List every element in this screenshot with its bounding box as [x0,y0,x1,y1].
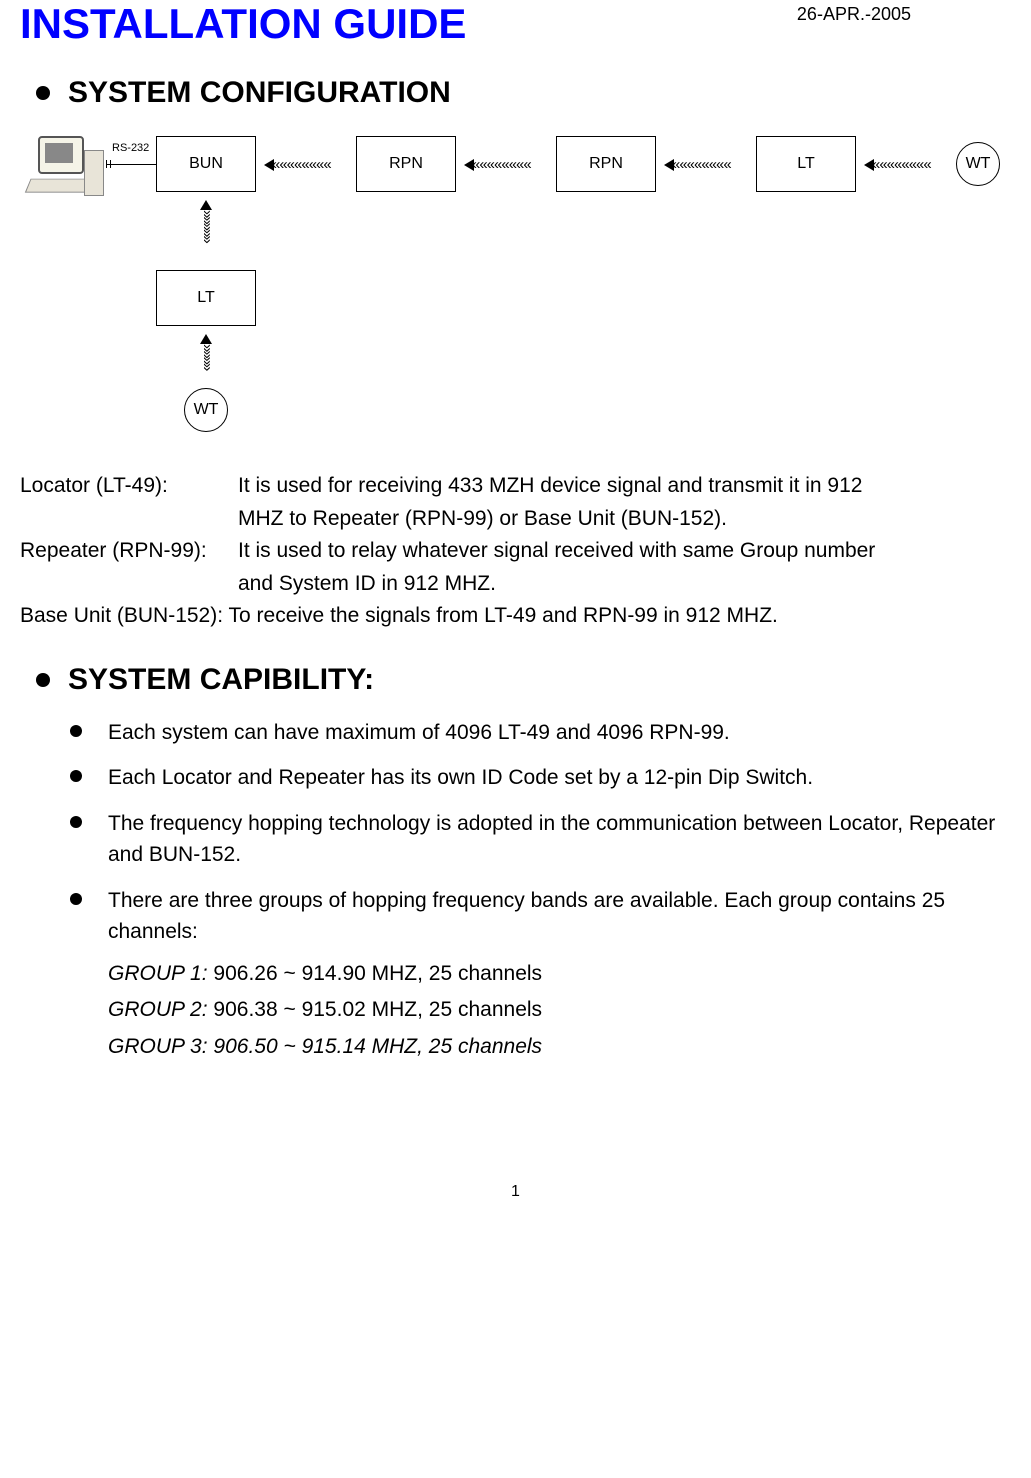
capability-item-text: Each Locator and Repeater has its own ID… [108,762,1011,794]
node-bun: BUN [156,136,256,192]
def-repeater: Repeater (RPN-99): It is used to relay w… [20,535,1011,568]
arrow-rpn-rpn: «««««««« [464,156,550,173]
page-number: 1 [20,1183,1011,1201]
bullet-icon [36,673,50,687]
section-config-text: SYSTEM CONFIGURATION [68,76,451,110]
computer-icon [26,136,106,206]
bullet-icon [36,86,50,100]
capability-item-text: The frequency hopping technology is adop… [108,808,1011,871]
node-lt-bottom: LT [156,270,256,326]
capability-list: Each system can have maximum of 4096 LT-… [20,717,1011,948]
group-2: GROUP 2: 906.38 ~ 915.02 MHZ, 25 channel… [108,994,1011,1027]
arrow-lt-wt: «««««««« [864,156,950,173]
rs232-line [106,164,156,165]
bullet-icon [70,893,82,905]
def-repeater-label: Repeater (RPN-99): [20,535,238,568]
bullet-icon [70,725,82,737]
def-locator-line2: MHZ to Repeater (RPN-99) or Base Unit (B… [20,503,1011,536]
node-lt-top: LT [756,136,856,192]
group-1: GROUP 1: 906.26 ~ 914.90 MHZ, 25 channel… [108,958,1011,991]
arrow-bun-lt-v: »»»»» [199,210,216,242]
group-1-text: 906.26 ~ 914.90 MHZ, 25 channels [208,962,542,985]
capability-item: Each system can have maximum of 4096 LT-… [70,717,1011,749]
bullet-icon [70,770,82,782]
arrow-up-icon [200,200,212,210]
capability-item: There are three groups of hopping freque… [70,885,1011,948]
node-wt-bottom: WT [184,388,228,432]
arrow-up-icon-2 [200,334,212,344]
section-config-heading: SYSTEM CONFIGURATION [20,76,1011,110]
def-locator-label: Locator (LT-49): [20,470,238,503]
rs232-label: RS-232 [112,142,149,154]
def-repeater-line1: It is used to relay whatever signal rece… [238,535,875,568]
node-rpn-2: RPN [556,136,656,192]
capability-item: Each Locator and Repeater has its own ID… [70,762,1011,794]
arrow-lt-wt-v: »»»» [199,344,216,369]
system-diagram: RS-232 BUN «««««««« RPN «««««««« RPN «««… [20,130,1000,440]
def-locator-line1: It is used for receiving 433 MZH device … [238,470,862,503]
def-locator: Locator (LT-49): It is used for receivin… [20,470,1011,503]
group-3: GROUP 3: 906.50 ~ 915.14 MHZ, 25 channel… [108,1031,1011,1064]
section-capability-heading: SYSTEM CAPIBILITY: [20,663,1011,697]
arrow-rpn-lt: «««««««« [664,156,750,173]
document-date: 26-APR.-2005 [797,4,911,25]
group-2-text: 906.38 ~ 915.02 MHZ, 25 channels [208,998,542,1021]
capability-item: The frequency hopping technology is adop… [70,808,1011,871]
group-list: GROUP 1: 906.26 ~ 914.90 MHZ, 25 channel… [20,958,1011,1064]
section-capability-text: SYSTEM CAPIBILITY: [68,663,374,697]
group-1-label: GROUP 1: [108,962,208,985]
def-repeater-line2: and System ID in 912 MHZ. [20,568,1011,601]
node-rpn-1: RPN [356,136,456,192]
group-2-label: GROUP 2: [108,998,208,1021]
def-base: Base Unit (BUN-152): To receive the sign… [20,600,1011,633]
capability-item-text: Each system can have maximum of 4096 LT-… [108,717,1011,749]
arrow-bun-rpn: «««««««« [264,156,350,173]
capability-item-text: There are three groups of hopping freque… [108,885,1011,948]
definitions-block: Locator (LT-49): It is used for receivin… [20,470,1011,633]
node-wt-top: WT [956,142,1000,186]
bullet-icon [70,816,82,828]
